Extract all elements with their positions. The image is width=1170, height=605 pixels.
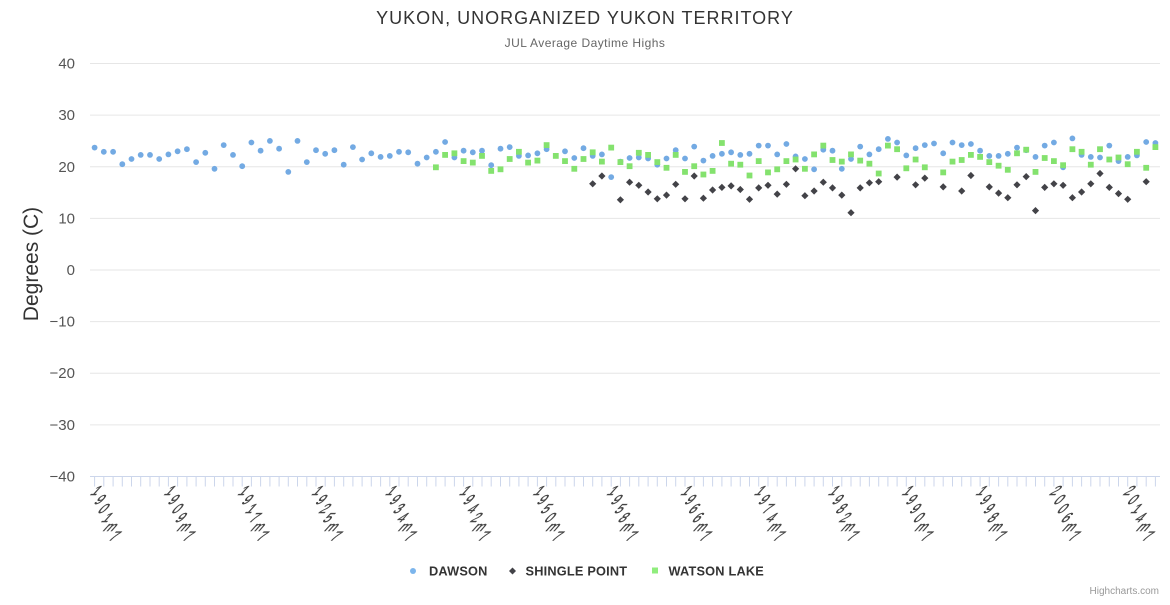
svg-text:WATSON LAKE: WATSON LAKE <box>669 564 764 579</box>
svg-text:0: 0 <box>67 262 75 279</box>
svg-text:DAWSON: DAWSON <box>429 564 488 579</box>
svg-text:10: 10 <box>58 210 75 227</box>
svg-text:−10: −10 <box>50 314 75 331</box>
svg-text:SHINGLE POINT: SHINGLE POINT <box>526 564 628 579</box>
svg-text:40: 40 <box>58 56 75 73</box>
svg-text:JUL Average Daytime Highs: JUL Average Daytime Highs <box>505 36 666 50</box>
svg-text:−40: −40 <box>50 469 75 486</box>
svg-text:Degrees (C): Degrees (C) <box>20 207 43 321</box>
svg-text:−20: −20 <box>50 365 75 382</box>
svg-text:30: 30 <box>58 107 75 124</box>
svg-text:20: 20 <box>58 159 75 176</box>
svg-text:YUKON, UNORGANIZED YUKON TERRI: YUKON, UNORGANIZED YUKON TERRITORY <box>376 8 794 28</box>
svg-text:−30: −30 <box>50 417 75 434</box>
svg-text:Highcharts.com: Highcharts.com <box>1090 586 1159 597</box>
